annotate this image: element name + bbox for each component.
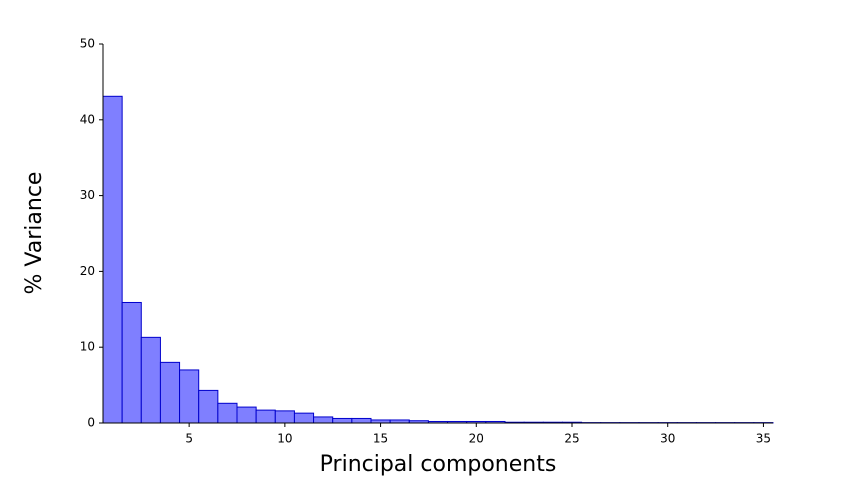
bar bbox=[140, 336, 161, 424]
y-tick-label: 20 bbox=[80, 264, 95, 278]
x-tick-label: 5 bbox=[185, 432, 193, 446]
x-tick-label: 20 bbox=[469, 432, 484, 446]
bar bbox=[255, 409, 276, 424]
x-tick-label: 30 bbox=[660, 432, 675, 446]
bar bbox=[236, 406, 257, 424]
bar bbox=[198, 389, 219, 424]
bar bbox=[351, 417, 372, 424]
x-tick-label: 25 bbox=[564, 432, 579, 446]
bar bbox=[313, 416, 334, 424]
x-tick-label: 10 bbox=[277, 432, 292, 446]
x-tick-label: 15 bbox=[373, 432, 388, 446]
bar bbox=[159, 361, 181, 424]
y-tick-label: 10 bbox=[80, 340, 95, 354]
x-axis-title: Principal components bbox=[320, 452, 557, 477]
y-tick-label: 0 bbox=[87, 416, 95, 430]
x-tick-label: 35 bbox=[756, 432, 771, 446]
bar bbox=[102, 95, 123, 424]
bar bbox=[217, 402, 238, 424]
y-tick-label: 30 bbox=[80, 188, 95, 202]
y-tick-label: 50 bbox=[80, 37, 95, 51]
y-axis-title: % Variance bbox=[22, 172, 47, 295]
y-tick-label: 40 bbox=[80, 112, 95, 126]
bar bbox=[293, 412, 315, 424]
bar bbox=[121, 301, 142, 424]
bar bbox=[179, 369, 200, 424]
bar bbox=[274, 410, 295, 424]
bar bbox=[332, 417, 353, 424]
